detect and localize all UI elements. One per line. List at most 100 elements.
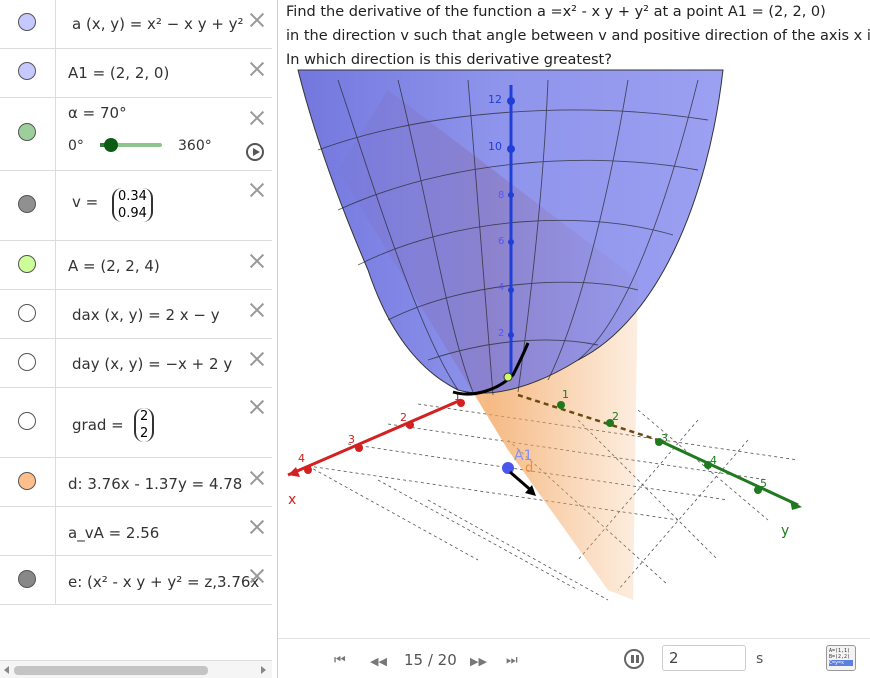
slider-min-label: 0° <box>68 138 84 154</box>
scroll-right-icon[interactable] <box>261 666 266 674</box>
delete-icon[interactable] <box>250 569 264 583</box>
visibility-toggle-A[interactable] <box>18 255 36 273</box>
task-line-3: In which direction is this derivative gr… <box>286 52 612 68</box>
marble-cell <box>0 49 56 97</box>
expr-dax: dax (x, y) = 2 x − y <box>72 306 220 324</box>
expr-A: A = (2, 2, 4) <box>68 257 160 275</box>
y-axis-hidden <box>517 393 659 442</box>
slider-max-label: 360° <box>178 138 212 154</box>
previous-frame-icon[interactable]: ◀◀ <box>370 655 387 668</box>
marble-cell <box>0 171 56 240</box>
y-tick-1: 1 <box>562 388 569 401</box>
delete-icon[interactable] <box>250 13 264 27</box>
marble-cell <box>0 458 56 506</box>
z-tick-2: 2 <box>498 328 504 339</box>
marble-cell <box>0 0 56 48</box>
y-tick-4: 4 <box>710 454 717 467</box>
scroll-left-icon[interactable] <box>4 666 9 674</box>
z-tick-6: 6 <box>498 236 504 247</box>
label-A1: A1 <box>514 448 532 464</box>
x-axis <box>287 398 462 477</box>
marble-cell <box>0 290 56 338</box>
panel-divider[interactable] <box>272 0 278 678</box>
algebra-row-a[interactable]: a (x, y) = x² − x y + y² <box>0 0 272 49</box>
delete-icon[interactable] <box>250 303 264 317</box>
z-tick-10: 10 <box>488 140 502 153</box>
expr-avA: a_vA = 2.56 <box>68 524 160 542</box>
marble-cell <box>0 556 56 604</box>
x-tick-2: 2 <box>400 411 407 424</box>
expr-grad-prefix: grad = <box>72 416 124 434</box>
graphics-3d-view[interactable]: 12 10 8 6 4 2 1 2 3 4 x 1 2 <box>278 0 870 638</box>
z-tick-12: 12 <box>488 93 502 106</box>
z-tick-4: 4 <box>498 282 504 293</box>
x-ticks <box>304 399 465 474</box>
y-axis <box>657 438 799 507</box>
delete-icon[interactable] <box>250 62 264 76</box>
vector-component: 2 <box>140 426 149 441</box>
vector-component: 0.94 <box>118 206 147 221</box>
visibility-toggle-day[interactable] <box>18 353 36 371</box>
expr-d: d: 3.76x - 1.37y = 4.78 <box>68 475 243 493</box>
divider-line <box>277 0 278 678</box>
algebra-row-alpha[interactable]: α = 70° 0° 360° <box>0 98 272 171</box>
z-tick-8: 8 <box>498 190 504 201</box>
algebra-row-A1[interactable]: A1 = (2, 2, 0) <box>0 49 272 98</box>
animation-speed-input[interactable]: 2 <box>662 645 746 671</box>
scene-3d[interactable]: 12 10 8 6 4 2 1 2 3 4 x 1 2 <box>278 0 870 638</box>
x-axis-label: x <box>288 492 296 508</box>
algebra-horizontal-scrollbar[interactable] <box>0 660 272 678</box>
table-icon-line: C=y=x <box>829 660 853 666</box>
curve-e <box>452 342 530 396</box>
visibility-toggle-dax[interactable] <box>18 304 36 322</box>
last-frame-icon[interactable]: ⏭ <box>506 653 518 668</box>
algebra-row-grad[interactable]: grad = 2 2 <box>0 388 272 458</box>
algebra-row-day[interactable]: day (x, y) = −x + 2 y <box>0 339 272 388</box>
scrollbar-thumb[interactable] <box>14 666 208 675</box>
delete-icon[interactable] <box>250 352 264 366</box>
delete-icon[interactable] <box>250 471 264 485</box>
task-line-2: in the direction v such that angle betwe… <box>286 28 870 44</box>
expr-a: a (x, y) = x² − x y + y² <box>72 15 244 33</box>
algebra-table-icon[interactable]: A=(1,1) B=(2,2) C=y=x <box>826 645 856 671</box>
y-axis-label: y <box>781 523 789 539</box>
y-axis-arrow <box>790 500 802 510</box>
task-line-1: Find the derivative of the function a =x… <box>286 4 826 20</box>
vector-v: 0.34 0.94 <box>112 188 153 222</box>
expr-v-prefix: v = <box>72 193 99 211</box>
visibility-toggle-v[interactable] <box>18 195 36 213</box>
animation-toolbar: ⏮ ◀◀ 15 / 20 ▶▶ ⏭ 2 s A=(1,1) B=(2,2) C=… <box>278 638 870 678</box>
delete-icon[interactable] <box>250 400 264 414</box>
y-tick-5: 5 <box>760 477 767 490</box>
expr-e: e: (x² - x y + y² = z,3.76x <box>68 573 260 591</box>
vector-component: 0.34 <box>118 189 147 204</box>
delete-icon[interactable] <box>250 111 264 125</box>
delete-icon[interactable] <box>250 520 264 534</box>
pause-button[interactable] <box>624 649 644 669</box>
visibility-toggle-alpha[interactable] <box>18 123 36 141</box>
algebra-row-A[interactable]: A = (2, 2, 4) <box>0 241 272 290</box>
visibility-toggle-d[interactable] <box>18 472 36 490</box>
algebra-row-avA[interactable]: a_vA = 2.56 <box>0 507 272 556</box>
algebra-row-v[interactable]: v = 0.34 0.94 <box>0 171 272 241</box>
delete-icon[interactable] <box>250 254 264 268</box>
alpha-slider-knob[interactable] <box>104 138 118 152</box>
visibility-toggle-e[interactable] <box>18 570 36 588</box>
x-tick-4: 4 <box>298 452 305 465</box>
speed-unit-label: s <box>756 651 764 667</box>
algebra-row-e[interactable]: e: (x² - x y + y² = z,3.76x <box>0 556 272 605</box>
expr-alpha: α = 70° <box>68 104 127 122</box>
x-tick-1: 1 <box>454 390 461 403</box>
x-tick-3: 3 <box>348 433 355 446</box>
visibility-toggle-a[interactable] <box>18 13 36 31</box>
algebra-row-dax[interactable]: dax (x, y) = 2 x − y <box>0 290 272 339</box>
delete-icon[interactable] <box>250 183 264 197</box>
algebra-row-d[interactable]: d: 3.76x - 1.37y = 4.78 <box>0 458 272 507</box>
visibility-toggle-A1[interactable] <box>18 62 36 80</box>
visibility-toggle-grad[interactable] <box>18 412 36 430</box>
first-frame-icon[interactable]: ⏮ <box>334 653 346 668</box>
vector-component: 2 <box>140 409 149 424</box>
marble-cell <box>0 98 56 170</box>
play-animation-button[interactable] <box>246 143 264 161</box>
next-frame-icon[interactable]: ▶▶ <box>470 655 487 668</box>
